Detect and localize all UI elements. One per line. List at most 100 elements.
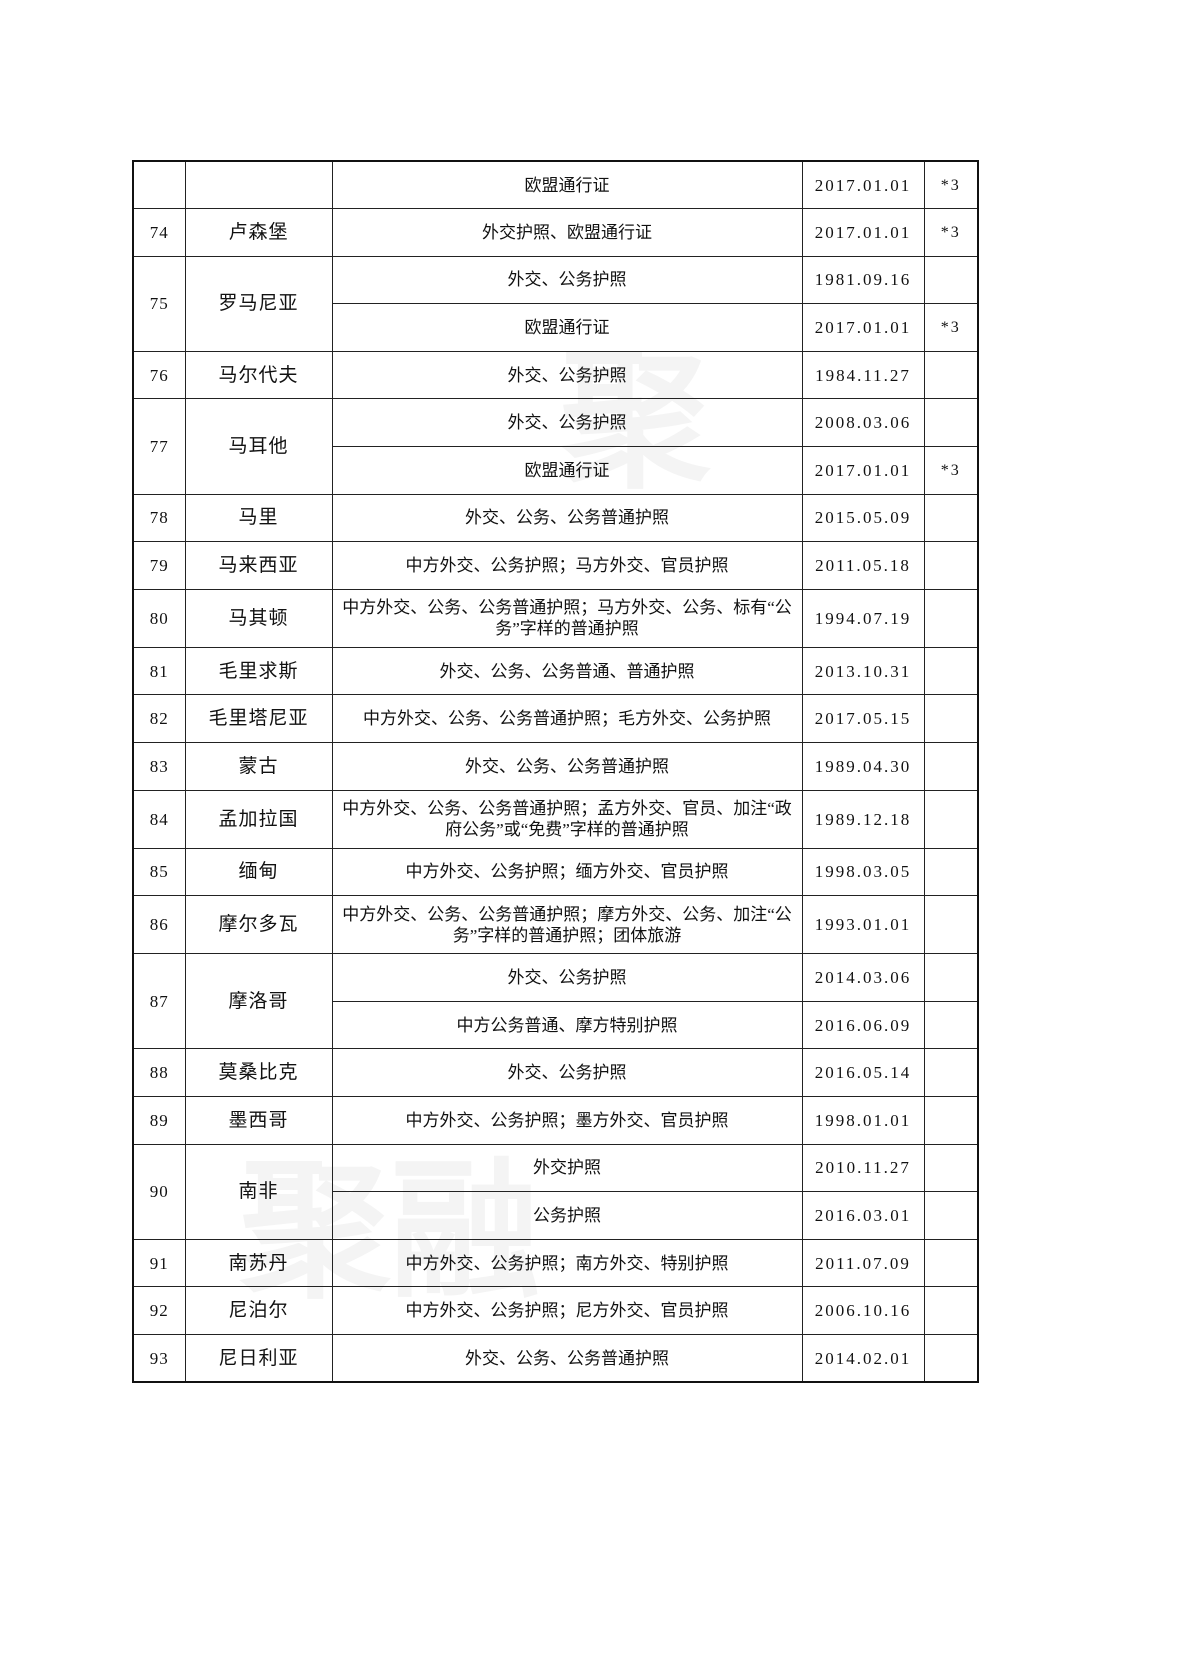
note [923, 1238, 979, 1288]
table-row: 75 罗马尼亚 外交、公务护照 1981.09.16 [132, 255, 979, 352]
row-number: 93 [132, 1333, 186, 1383]
row-number: 81 [132, 646, 186, 696]
table-row: 89 墨西哥 中方外交、公务护照；墨方外交、官员护照 1998.01.01 [132, 1096, 979, 1145]
passport-scope: 中方外交、公务护照；尼方外交、官员护照 [331, 1286, 803, 1335]
table-row: 78 马里 外交、公务、公务普通护照 2015.05.09 [132, 493, 979, 543]
note [923, 541, 979, 590]
passport-scope: 中方外交、公务、公务普通护照；孟方外交、官员、加注“政府公务”或“免费”字样的普… [331, 789, 803, 849]
note: *3 [923, 303, 979, 352]
country-name: 毛里求斯 [184, 646, 333, 696]
note [923, 953, 979, 1002]
effective-date: 1984.11.27 [801, 350, 925, 400]
note [923, 588, 979, 648]
row-number: 79 [132, 541, 186, 590]
effective-date: 2014.03.06 [801, 953, 925, 1002]
passport-scope: 外交、公务护照 [331, 953, 803, 1002]
table-row: 欧盟通行证 2017.01.01 *3 [133, 446, 979, 495]
effective-date: 2017.01.01 [801, 303, 925, 352]
passport-scope: 中方外交、公务、公务普通护照；摩方外交、公务、加注“公务”字样的普通护照；团体旅… [331, 895, 803, 955]
table-row: 80 马其顿 中方外交、公务、公务普通护照；马方外交、公务、标有“公务”字样的普通护… [132, 588, 979, 648]
passport-scope: 中方外交、公务护照；马方外交、官员护照 [331, 541, 803, 590]
effective-date: 2015.05.09 [801, 493, 925, 543]
country-name: 毛里塔尼亚 [184, 694, 333, 744]
effective-date: 2008.03.06 [801, 398, 925, 448]
country-name: 马耳他 [184, 398, 333, 495]
passport-scope: 欧盟通行证 [331, 160, 803, 210]
passport-scope: 外交、公务、公务普通、普通护照 [331, 646, 803, 696]
note [923, 1143, 979, 1193]
table-row: 83 蒙古 外交、公务、公务普通护照 1989.04.30 [132, 742, 979, 791]
row-number: 75 [132, 255, 186, 352]
row-number: 78 [132, 493, 186, 543]
passport-scope: 中方外交、公务、公务普通护照；毛方外交、公务护照 [331, 694, 803, 744]
passport-scope: 外交、公务、公务普通护照 [331, 493, 803, 543]
effective-date: 2016.06.09 [801, 1000, 925, 1050]
effective-date: 2011.05.18 [801, 541, 925, 590]
row-number: 77 [132, 398, 186, 495]
row-number: 88 [132, 1048, 186, 1097]
row-number: 84 [132, 789, 186, 849]
effective-date: 2011.07.09 [801, 1238, 925, 1288]
table-row: 87 摩洛哥 外交、公务护照 2014.03.06 [132, 953, 979, 1050]
table-row: 79 马来西亚 中方外交、公务护照；马方外交、官员护照 2011.05.18 [132, 541, 979, 590]
table-row: 公务护照 2016.03.01 [133, 1191, 979, 1240]
country-name: 南非 [184, 1143, 333, 1240]
row-number: 82 [132, 694, 186, 744]
note [923, 1286, 979, 1335]
effective-date: 1989.12.18 [801, 789, 925, 849]
effective-date: 2010.11.27 [801, 1143, 925, 1193]
note [923, 1048, 979, 1097]
row-number: 89 [132, 1096, 186, 1145]
effective-date: 2013.10.31 [801, 646, 925, 696]
table-row: 90 南非 外交护照 2010.11.27 [132, 1143, 979, 1240]
country-name: 马来西亚 [184, 541, 333, 590]
table-row: 欧盟通行证 2017.01.01 *3 [133, 303, 979, 352]
country-name: 卢森堡 [184, 208, 333, 257]
passport-scope: 中方外交、公务、公务普通护照；马方外交、公务、标有“公务”字样的普通护照 [331, 588, 803, 648]
note [923, 742, 979, 791]
table-row: 93 尼日利亚 外交、公务、公务普通护照 2014.02.01 [132, 1333, 979, 1383]
effective-date: 2016.05.14 [801, 1048, 925, 1097]
row-number: 90 [132, 1143, 186, 1240]
table-row: 85 缅甸 中方外交、公务护照；缅方外交、官员护照 1998.03.05 [132, 847, 979, 897]
passport-scope: 外交、公务护照 [331, 255, 803, 305]
table-row: 77 马耳他 外交、公务护照 2008.03.06 [132, 398, 979, 495]
visa-exemption-table: 欧盟通行证 2017.01.01 *3 74 卢森堡 外交护照、欧盟通行证 2017.01.… [132, 160, 979, 1384]
effective-date: 1981.09.16 [801, 255, 925, 305]
row-number: 86 [132, 895, 186, 955]
passport-scope: 中方外交、公务护照；缅方外交、官员护照 [331, 847, 803, 897]
note [923, 1333, 979, 1383]
row-number: 76 [132, 350, 186, 400]
row-number [132, 160, 186, 210]
passport-scope: 外交、公务、公务普通护照 [331, 742, 803, 791]
country-name: 孟加拉国 [184, 789, 333, 849]
country-name: 罗马尼亚 [184, 255, 333, 352]
row-number: 74 [132, 208, 186, 257]
effective-date: 2017.01.01 [801, 446, 925, 495]
table-row: 91 南苏丹 中方外交、公务护照；南方外交、特别护照 2011.07.09 [132, 1238, 979, 1288]
country-name: 墨西哥 [184, 1096, 333, 1145]
country-name: 莫桑比克 [184, 1048, 333, 1097]
table-row: 76 马尔代夫 外交、公务护照 1984.11.27 [132, 350, 979, 400]
table-row: 82 毛里塔尼亚 中方外交、公务、公务普通护照；毛方外交、公务护照 2017.05.1… [132, 694, 979, 744]
note [923, 398, 979, 448]
effective-date: 2017.01.01 [801, 208, 925, 257]
country-name: 马里 [184, 493, 333, 543]
note: *3 [923, 208, 979, 257]
effective-date: 2014.02.01 [801, 1333, 925, 1383]
table-row: 欧盟通行证 2017.01.01 *3 [132, 160, 979, 210]
effective-date: 1989.04.30 [801, 742, 925, 791]
passport-scope: 外交、公务护照 [331, 350, 803, 400]
passport-scope: 外交护照 [331, 1143, 803, 1193]
note [923, 895, 979, 955]
passport-scope: 欧盟通行证 [331, 446, 803, 495]
note: *3 [923, 160, 979, 210]
passport-scope: 中方外交、公务护照；南方外交、特别护照 [331, 1238, 803, 1288]
table-row: 86 摩尔多瓦 中方外交、公务、公务普通护照；摩方外交、公务、加注“公务”字样的普通… [132, 895, 979, 955]
passport-scope: 欧盟通行证 [331, 303, 803, 352]
passport-scope: 外交、公务护照 [331, 398, 803, 448]
note [923, 1096, 979, 1145]
country-name: 尼泊尔 [184, 1286, 333, 1335]
passport-scope: 中方公务普通、摩方特别护照 [331, 1000, 803, 1050]
note: *3 [923, 446, 979, 495]
